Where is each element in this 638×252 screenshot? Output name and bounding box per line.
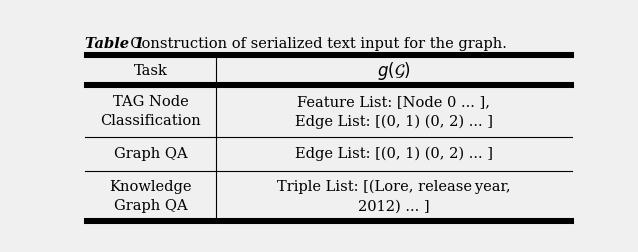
Text: Knowledge
Graph QA: Knowledge Graph QA: [109, 180, 191, 213]
Text: . Construction of serialized text input for the graph.: . Construction of serialized text input …: [121, 37, 507, 51]
Text: Table 1: Table 1: [85, 37, 144, 51]
Text: Graph QA: Graph QA: [114, 147, 188, 161]
Text: $g(\mathcal{G})$: $g(\mathcal{G})$: [377, 60, 411, 82]
Text: TAG Node
Classification: TAG Node Classification: [100, 95, 201, 129]
Text: Triple List: [(Lore, release year,
2012) ... ]: Triple List: [(Lore, release year, 2012)…: [277, 180, 511, 213]
Text: Feature List: [Node 0 ... ],
Edge List: [(0, 1) (0, 2) ... ]: Feature List: [Node 0 ... ], Edge List: …: [295, 95, 493, 129]
Text: Edge List: [(0, 1) (0, 2) ... ]: Edge List: [(0, 1) (0, 2) ... ]: [295, 147, 493, 161]
Text: Task: Task: [133, 64, 167, 78]
